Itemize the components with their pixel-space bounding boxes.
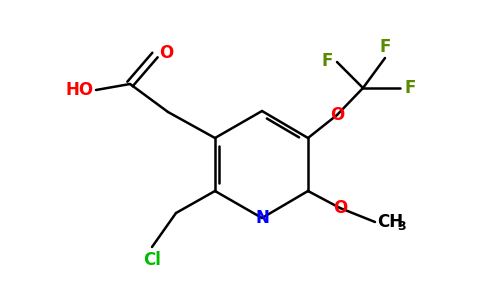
Text: O: O [330,106,344,124]
Text: HO: HO [66,81,94,99]
Text: 3: 3 [397,220,406,232]
Text: F: F [404,79,415,97]
Text: Cl: Cl [143,251,161,269]
Text: N: N [255,209,269,227]
Text: F: F [379,38,391,56]
Text: F: F [322,52,333,70]
Text: CH: CH [377,213,403,231]
Text: O: O [159,44,173,62]
Text: O: O [333,199,347,217]
